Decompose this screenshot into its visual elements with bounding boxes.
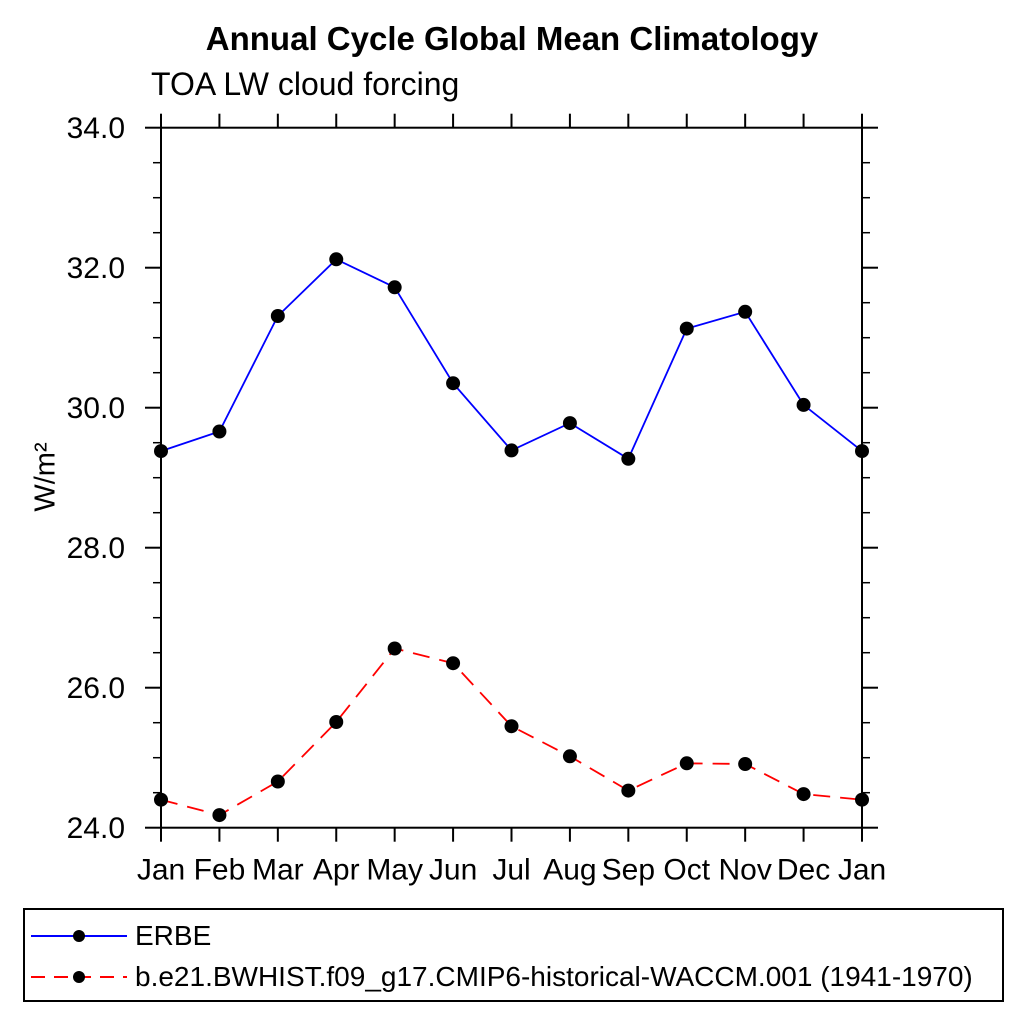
y-tick-label: 26.0 <box>67 672 125 705</box>
x-tick-label: Mar <box>252 854 304 887</box>
x-tick-label: Jan <box>137 854 185 887</box>
y-tick-label: 28.0 <box>67 532 125 565</box>
data-point-marker <box>387 641 402 656</box>
legend-item: b.e21.BWHIST.f09_g17.CMIP6-historical-WA… <box>29 961 973 992</box>
data-point-marker <box>329 715 344 729</box>
data-point-marker <box>154 792 168 807</box>
data-point-marker <box>679 756 694 771</box>
x-tick-label: Aug <box>543 854 596 887</box>
x-tick-label: Dec <box>777 854 830 887</box>
data-point-marker <box>329 252 344 267</box>
legend-item-label: b.e21.BWHIST.f09_g17.CMIP6-historical-WA… <box>135 961 973 992</box>
data-point-marker <box>504 719 519 734</box>
legend-key-line <box>31 930 127 942</box>
x-tick-label: Oct <box>663 854 710 887</box>
legend-key-line <box>31 971 127 983</box>
data-point-marker <box>154 444 168 459</box>
legend-marker-sample <box>73 930 85 942</box>
x-tick-label: May <box>366 854 423 887</box>
y-tick-label: 34.0 <box>67 112 125 145</box>
data-point-marker <box>679 321 694 336</box>
data-point-marker <box>621 451 636 466</box>
data-point-marker <box>562 416 577 431</box>
y-tick-label: 32.0 <box>67 252 125 285</box>
legend: ERBE b.e21.BWHIST.f09_g17.CMIP6-historica… <box>23 908 1004 1002</box>
data-point-marker <box>212 424 227 439</box>
data-point-marker <box>504 443 519 458</box>
x-tick-label: Jun <box>429 854 477 887</box>
data-point-marker <box>621 783 636 798</box>
x-tick-label: Nov <box>718 854 771 887</box>
y-tick-label: 30.0 <box>67 392 125 425</box>
legend-item: ERBE <box>29 920 212 951</box>
data-point-marker <box>738 757 753 771</box>
x-tick-label: Jan <box>838 854 886 887</box>
series-line-0 <box>160 258 863 461</box>
data-point-marker <box>446 376 461 391</box>
y-tick-label: 24.0 <box>67 812 125 845</box>
data-point-marker <box>446 656 461 671</box>
data-point-marker <box>387 280 402 295</box>
x-tick-label: Feb <box>194 854 246 887</box>
data-point-marker <box>212 808 227 823</box>
legend-item-label: ERBE <box>135 920 212 951</box>
chart-subtitle: TOA LW cloud forcing <box>151 66 460 102</box>
data-point-marker <box>796 397 811 412</box>
data-point-marker <box>270 309 285 323</box>
data-point-marker <box>738 304 753 319</box>
x-tick-label: Sep <box>602 854 655 887</box>
x-tick-label: Jul <box>492 854 530 887</box>
data-point-marker <box>855 444 869 459</box>
chart-title: Annual Cycle Global Mean Climatology <box>205 20 819 57</box>
data-point-marker <box>855 792 869 807</box>
data-point-marker <box>796 787 811 802</box>
x-tick-label: Apr <box>313 854 360 887</box>
data-point-marker <box>562 749 577 764</box>
legend-marker-sample <box>73 971 85 983</box>
data-point-marker <box>270 774 285 789</box>
